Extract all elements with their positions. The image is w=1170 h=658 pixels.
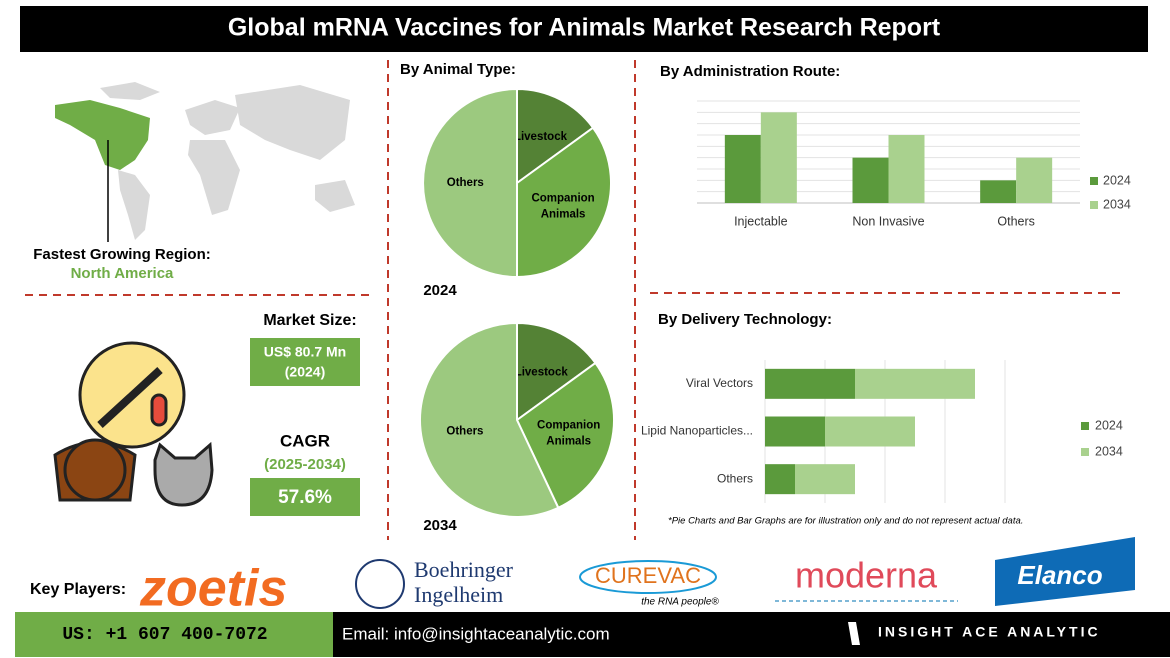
footer-bar [333, 612, 1170, 657]
cagr-label: CAGR [280, 431, 330, 450]
boehringer-emblem [355, 559, 405, 609]
brand: INSIGHT ACE ANALYTIC [878, 624, 1101, 640]
cagr-value: 57.6% [278, 487, 332, 508]
market-size-box [250, 338, 360, 386]
pie-slice [422, 87, 518, 279]
bar [855, 368, 975, 399]
curevac-logo: CUREVAC [595, 563, 701, 588]
x-tick-label: Non Invasive [852, 214, 924, 228]
y-tick-label: Lipid Nanoparticles... [641, 424, 753, 438]
pie-label: Livestock [514, 131, 568, 143]
pie-label: Others [446, 426, 483, 438]
footer-phone-box [15, 612, 333, 657]
curevac-tagline: the RNA people® [641, 597, 719, 608]
pie-label: Companion Animals [537, 419, 600, 447]
y-tick-label: Others [717, 471, 753, 485]
legend-swatch [1081, 422, 1089, 430]
moderna-logo: moderna [795, 555, 938, 596]
pie-slice [516, 321, 597, 422]
title: Global mRNA Vaccines for Animals Market … [228, 14, 941, 42]
pie-label: Companion Animals [531, 193, 594, 221]
bar [1016, 157, 1053, 203]
world-map [55, 82, 355, 240]
legend-label: 2034 [1095, 444, 1123, 458]
pie-label: Others [447, 177, 484, 189]
pie-year: 2024 [423, 282, 457, 299]
vet-icon [53, 341, 214, 507]
bar [852, 157, 889, 203]
legend-label: 2024 [1103, 173, 1131, 187]
title-bar [20, 6, 1148, 52]
key-players-label: Key Players: [30, 581, 126, 598]
legend-label: 2024 [1095, 418, 1123, 432]
cagr-period: (2025-2034) [264, 456, 346, 473]
region-value: North America [71, 265, 174, 282]
x-tick-label: Others [997, 214, 1035, 228]
elanco-badge [995, 537, 1135, 606]
y-tick-label: Viral Vectors [686, 376, 753, 390]
bar [765, 416, 825, 447]
legend-swatch [1090, 201, 1098, 209]
market-size-value: US$ 80.7 Mn [264, 344, 346, 360]
bar [980, 180, 1017, 203]
pie-year: 2034 [423, 517, 457, 534]
bar [765, 368, 855, 399]
x-tick-label: Injectable [734, 214, 788, 228]
market-size-label: Market Size: [263, 312, 356, 329]
cagr-box [250, 478, 360, 516]
boehringer-logo: Ingelheim [414, 582, 503, 607]
bar [724, 135, 761, 203]
boehringer-logo: Boehringer [414, 557, 514, 582]
market-size-year: (2024) [285, 364, 325, 380]
phone: US: +1 607 400-7072 [62, 625, 267, 645]
chart-title: By Delivery Technology: [658, 311, 832, 328]
pie-label: Livestock [515, 366, 569, 378]
legend-swatch [1090, 177, 1098, 185]
legend-swatch [1081, 448, 1089, 456]
bar [795, 464, 855, 495]
pie-slice [419, 321, 560, 518]
pie-slice [515, 361, 615, 510]
zoetis-logo: zoetis [139, 560, 287, 618]
legend-label: 2034 [1103, 197, 1131, 211]
bar [760, 112, 797, 203]
chart-title: By Administration Route: [660, 63, 840, 80]
animal-type-heading: By Animal Type: [400, 61, 516, 78]
bar [888, 135, 925, 203]
email: Email: info@insightaceanalytic.com [342, 624, 610, 643]
bar [765, 464, 795, 495]
bar [825, 416, 915, 447]
pie-slice [516, 87, 595, 185]
note: *Pie Charts and Bar Graphs are for illus… [668, 516, 1023, 527]
curevac-ring [579, 560, 717, 594]
elanco-logo: Elanco [1017, 560, 1102, 590]
region-label: Fastest Growing Region: [33, 246, 211, 263]
pie-slice [516, 126, 612, 279]
brand-icon [848, 622, 860, 645]
